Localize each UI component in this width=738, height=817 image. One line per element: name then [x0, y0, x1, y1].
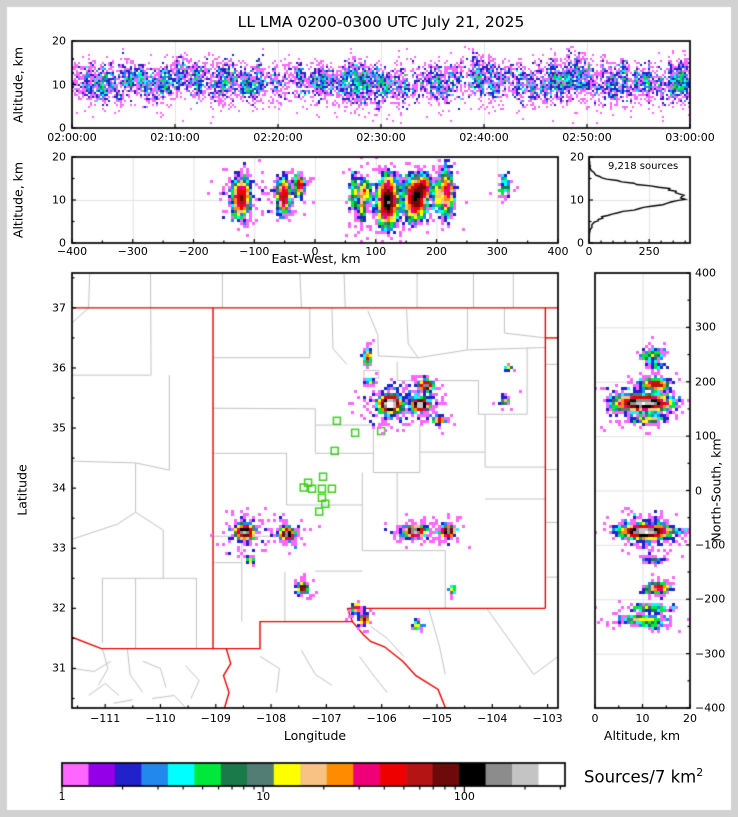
tick-label: 35	[52, 421, 66, 435]
tick-label: 0	[577, 236, 584, 250]
tick-label: −105	[421, 712, 453, 725]
tick-label: 300	[695, 320, 716, 334]
tick-label: 10	[570, 193, 584, 207]
map-ylabel: Latitude	[14, 464, 30, 516]
figure-title: LL LMA 0200-0300 UTC July 21, 2025	[237, 13, 525, 31]
tick-label: 20	[683, 712, 697, 725]
tick-label: 1	[58, 790, 66, 803]
ns-panel-xlabel: Altitude, km	[603, 728, 681, 743]
histogram-annotation: 9,218 sources	[608, 161, 679, 172]
tick-label: 300	[486, 245, 508, 258]
tick-label: −400	[56, 245, 88, 258]
tick-label: 250	[638, 245, 660, 258]
tick-label: 400	[695, 266, 716, 280]
tick-label: 32	[52, 601, 66, 615]
colorbar-label: Sources/7 km2	[584, 765, 704, 787]
tick-label: 0	[695, 484, 702, 497]
tick-label: 03:00:00	[665, 131, 715, 144]
tick-label: 02:10:00	[150, 131, 200, 144]
tick-label: 200	[426, 245, 447, 258]
tick-label: −106	[366, 712, 397, 725]
map-xlabel: Longitude	[283, 728, 347, 743]
tick-label: 100	[695, 429, 716, 443]
tick-label: 02:20:00	[253, 131, 303, 144]
tick-label: 31	[52, 661, 66, 675]
ew-panel-ylabel: Altitude, km	[10, 161, 26, 239]
tick-label: −200	[178, 245, 209, 258]
tick-label: 0	[59, 121, 66, 135]
tick-label: −100	[239, 245, 270, 258]
tick-label: −100	[695, 538, 726, 552]
tick-label: 400	[547, 245, 569, 258]
tick-label: 02:50:00	[562, 131, 612, 144]
tick-label: 100	[453, 790, 475, 803]
tick-label: 20	[570, 150, 584, 164]
tick-label: −107	[311, 712, 342, 725]
tick-label: −109	[200, 712, 231, 725]
tick-label: −300	[695, 647, 726, 661]
tick-label: 36	[52, 361, 66, 375]
tick-label: −400	[695, 701, 726, 715]
tick-label: 02:40:00	[459, 131, 509, 144]
tick-label: 02:30:00	[356, 131, 406, 144]
tick-label: −200	[695, 592, 726, 606]
tick-label: 0	[311, 245, 319, 258]
tick-label: 10	[635, 712, 650, 725]
tick-label: 10	[52, 193, 66, 207]
tick-label: −111	[90, 712, 121, 725]
tick-label: 20	[52, 150, 66, 164]
panel-time-height	[72, 41, 690, 128]
tick-label: 0	[585, 245, 593, 258]
ew-panel-xlabel: East-West, km	[271, 251, 361, 266]
panel-northsouth-height	[595, 273, 690, 708]
tick-label: −103	[532, 712, 563, 725]
tick-label: 100	[365, 245, 387, 258]
tick-label: 37	[52, 301, 66, 315]
panel-map	[72, 273, 558, 708]
tick-label: −104	[477, 712, 508, 725]
tick-label: 10	[256, 790, 271, 803]
time-panel-ylabel: Altitude, km	[10, 46, 26, 124]
ns-panel-ylabel: North-South, km	[708, 438, 724, 542]
tick-label: 0	[591, 712, 599, 725]
colorbar	[62, 763, 565, 786]
panel-eastwest-height	[72, 157, 558, 243]
tick-label: 34	[52, 481, 66, 495]
tick-label: −110	[145, 712, 176, 725]
tick-label: 10	[52, 78, 66, 91]
tick-label: 20	[52, 34, 66, 48]
tick-label: −300	[117, 245, 148, 258]
tick-label: 200	[695, 375, 716, 389]
tick-label: −108	[255, 712, 287, 725]
tick-label: 0	[59, 236, 66, 250]
tick-label: 02:00:00	[47, 131, 97, 144]
tick-label: 33	[52, 541, 66, 555]
